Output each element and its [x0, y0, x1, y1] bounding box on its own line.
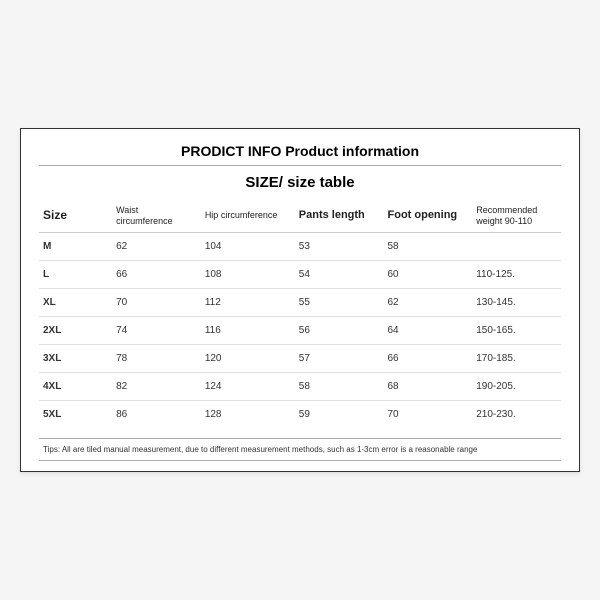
table-cell: 55 [295, 289, 384, 317]
table-cell: 66 [384, 345, 473, 373]
table-cell: 86 [112, 401, 201, 429]
table-cell: 108 [201, 261, 295, 289]
col-waist: Waist circumference [112, 199, 201, 233]
col-rec-weight: Recommended weight 90-110 [472, 199, 561, 233]
size-table: Size Waist circumference Hip circumferen… [39, 199, 561, 429]
table-cell: 54 [295, 261, 384, 289]
table-cell: 190-205. [472, 373, 561, 401]
table-cell: 104 [201, 233, 295, 261]
table-cell: 2XL [39, 317, 112, 345]
card-title: PRODICT INFO Product information [39, 143, 561, 166]
table-cell: 78 [112, 345, 201, 373]
table-row: M621045358 [39, 233, 561, 261]
table-cell: 74 [112, 317, 201, 345]
table-cell [472, 233, 561, 261]
table-cell: 120 [201, 345, 295, 373]
table-row: 4XL821245868190-205. [39, 373, 561, 401]
table-cell: 64 [384, 317, 473, 345]
col-size: Size [39, 199, 112, 233]
table-cell: 110-125. [472, 261, 561, 289]
table-cell: M [39, 233, 112, 261]
table-cell: 5XL [39, 401, 112, 429]
table-row: 2XL741165664150-165. [39, 317, 561, 345]
table-cell: 124 [201, 373, 295, 401]
table-cell: 4XL [39, 373, 112, 401]
table-cell: 210-230. [472, 401, 561, 429]
size-tbody: M621045358L661085460110-125.XL7011255621… [39, 233, 561, 429]
col-pants-length: Pants length [295, 199, 384, 233]
table-row: L661085460110-125. [39, 261, 561, 289]
col-hip: Hip circumference [201, 199, 295, 233]
header-row: Size Waist circumference Hip circumferen… [39, 199, 561, 233]
table-cell: 53 [295, 233, 384, 261]
table-cell: 82 [112, 373, 201, 401]
table-cell: 170-185. [472, 345, 561, 373]
table-cell: 57 [295, 345, 384, 373]
tips-text: Tips: All are tiled manual measurement, … [39, 438, 561, 461]
table-cell: 128 [201, 401, 295, 429]
table-row: 5XL861285970210-230. [39, 401, 561, 429]
table-cell: 62 [384, 289, 473, 317]
table-cell: 112 [201, 289, 295, 317]
table-row: 3XL781205766170-185. [39, 345, 561, 373]
size-card: PRODICT INFO Product information SIZE/ s… [20, 128, 580, 473]
table-cell: 150-165. [472, 317, 561, 345]
table-row: XL701125562130-145. [39, 289, 561, 317]
table-cell: 58 [384, 233, 473, 261]
table-cell: 62 [112, 233, 201, 261]
table-cell: 66 [112, 261, 201, 289]
table-cell: 130-145. [472, 289, 561, 317]
table-cell: 116 [201, 317, 295, 345]
table-cell: 70 [112, 289, 201, 317]
card-subtitle: SIZE/ size table [39, 170, 561, 199]
table-cell: 56 [295, 317, 384, 345]
table-cell: L [39, 261, 112, 289]
table-cell: 3XL [39, 345, 112, 373]
table-cell: 60 [384, 261, 473, 289]
table-cell: 59 [295, 401, 384, 429]
col-foot-opening: Foot opening [384, 199, 473, 233]
table-cell: XL [39, 289, 112, 317]
table-cell: 68 [384, 373, 473, 401]
table-cell: 70 [384, 401, 473, 429]
table-cell: 58 [295, 373, 384, 401]
